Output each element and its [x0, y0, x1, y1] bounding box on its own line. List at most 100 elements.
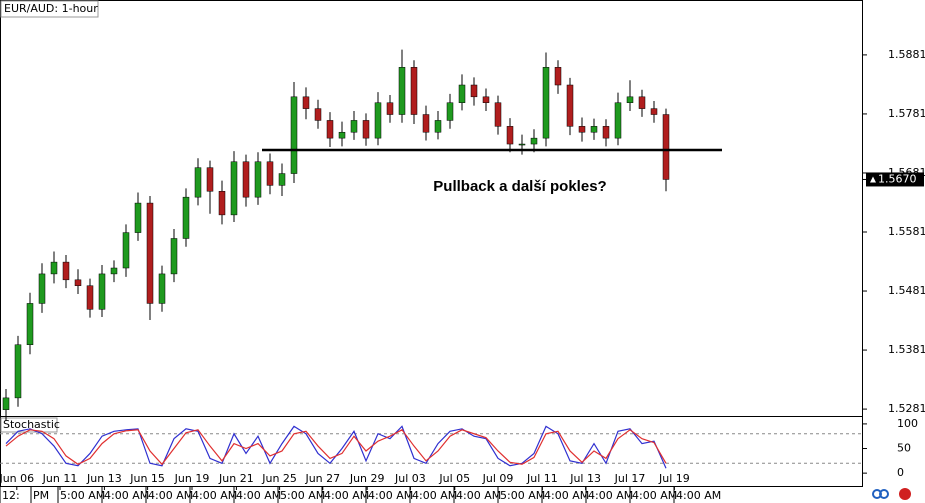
- candle-body: [398, 67, 406, 115]
- x-tick-label: Jul 13: [569, 472, 601, 485]
- candle-body: [2, 397, 10, 410]
- candle-body: [458, 84, 466, 103]
- candle-body: [122, 232, 130, 269]
- time-label: 4:00 AM: [104, 489, 149, 502]
- candle-body: [302, 96, 310, 109]
- annotation: Pullback a další pokles?: [433, 178, 606, 195]
- candle-body: [662, 114, 670, 180]
- candle-body: [626, 96, 634, 103]
- time-label: 4:00 AM: [148, 489, 193, 502]
- x-tick-label: Jul 11: [526, 472, 558, 485]
- time-label: 5:00 AM: [60, 489, 105, 502]
- candle-body: [146, 202, 154, 304]
- candle-body: [134, 202, 142, 233]
- candle-body: [518, 143, 526, 146]
- candle-body: [278, 173, 286, 186]
- x-tick-label: Jun 11: [42, 472, 78, 485]
- last-price-arrow: [870, 176, 876, 183]
- candle-body: [638, 96, 646, 109]
- time-label: 5:00 AM: [280, 489, 325, 502]
- y-tick-label: 100: [897, 417, 918, 430]
- x-tick-label: Jul 17: [614, 472, 646, 485]
- candle-body: [74, 279, 82, 286]
- candle-body: [182, 196, 190, 239]
- time-label: 4:00 AM: [236, 489, 281, 502]
- candle-body: [494, 102, 502, 127]
- y-tick-label: 0: [897, 466, 904, 479]
- y-tick-label: 50: [897, 442, 911, 455]
- candle-body: [614, 102, 622, 139]
- x-tick-label: Jun 29: [349, 472, 385, 485]
- plot-frame: [0, 0, 863, 487]
- candle-body: [242, 161, 250, 198]
- candle-body: [50, 261, 58, 275]
- last-price-label: 1.5670: [878, 172, 917, 185]
- candle-body: [650, 108, 658, 115]
- candle-body: [506, 126, 514, 145]
- stochastic-line: [5, 429, 667, 466]
- y-tick-label: 1.5781: [888, 107, 925, 120]
- candle-body: [194, 167, 202, 198]
- candle-body: [374, 102, 382, 139]
- candle-body: [554, 67, 562, 86]
- x-tick-label: Jul 03: [394, 472, 426, 485]
- candle-body: [290, 96, 298, 174]
- candle-body: [338, 131, 346, 139]
- y-tick-label: 1.5881: [888, 48, 925, 61]
- time-label: 4:00 AM: [324, 489, 369, 502]
- candle-body: [470, 84, 478, 98]
- x-tick-label: Jun 21: [218, 472, 254, 485]
- candle-body: [566, 84, 574, 127]
- candle-body: [350, 120, 358, 133]
- time-label: 4:00 AM: [192, 489, 237, 502]
- candle-body: [326, 120, 334, 139]
- candle-body: [446, 102, 454, 121]
- candle-body: [386, 102, 394, 115]
- time-label: 4:00 AM: [588, 489, 633, 502]
- candle-body: [230, 161, 238, 216]
- y-tick-label: 1.5281: [888, 402, 925, 415]
- x-tick-label: Jun 06: [0, 472, 34, 485]
- candle-body: [158, 273, 166, 304]
- y-tick-label: 1.5481: [888, 284, 925, 297]
- title-box: [0, 0, 99, 18]
- candle-body: [410, 67, 418, 115]
- candle-body: [62, 261, 70, 281]
- candle-body: [482, 96, 490, 103]
- candle-body: [314, 108, 322, 121]
- candle-body: [254, 161, 262, 198]
- time-label: 5:00 AM: [500, 489, 545, 502]
- candle-body: [542, 67, 550, 139]
- candle-body: [590, 126, 598, 133]
- candle-body: [530, 137, 538, 145]
- time-label: 4:00 AM: [544, 489, 589, 502]
- x-tick-label: Jun 25: [261, 472, 297, 485]
- x-tick-label: Jun 27: [304, 472, 340, 485]
- candle-body: [86, 285, 94, 310]
- close-icon[interactable]: [899, 488, 911, 500]
- time-label: 4:00 AM: [676, 489, 721, 502]
- candle-body: [578, 126, 586, 133]
- candle-body: [98, 273, 106, 310]
- candle-body: [110, 267, 118, 275]
- link-icon[interactable]: [879, 489, 889, 499]
- corner-icons[interactable]: [872, 488, 911, 500]
- time-label: 4:00 AM: [632, 489, 677, 502]
- candle-body: [422, 114, 430, 133]
- candle-body: [14, 344, 22, 399]
- candle-body: [206, 167, 214, 192]
- last-price-box: [866, 172, 924, 187]
- chart-title: EUR/AUD: 1-hour: [4, 2, 98, 15]
- x-tick-label: Jun 19: [174, 472, 210, 485]
- time-label: 4:00 AM: [412, 489, 457, 502]
- x-tick-label: Jun 15: [129, 472, 165, 485]
- y-tick-label: 1.5581: [888, 225, 925, 238]
- time-label: 4:00 AM: [368, 489, 413, 502]
- candle-body: [26, 303, 34, 346]
- candle-body: [38, 273, 46, 304]
- time-label: 4:00 AM: [456, 489, 501, 502]
- time-label: PM: [33, 489, 49, 502]
- candle-body: [218, 191, 226, 216]
- x-tick-label: Jun 13: [86, 472, 122, 485]
